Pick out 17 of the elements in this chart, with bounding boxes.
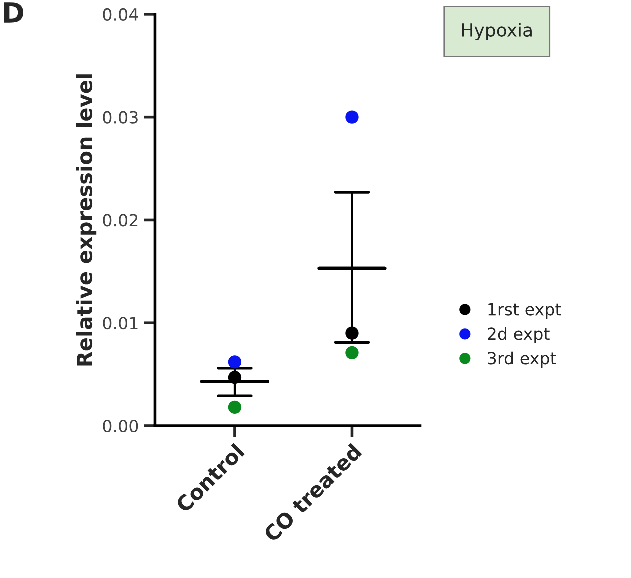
legend-label: 1rst expt <box>488 303 562 320</box>
legend-label: 3rd expt <box>488 352 556 368</box>
y-tick-label: 0.04 <box>103 8 138 22</box>
legend-label: 2d expt <box>488 327 550 344</box>
point <box>346 346 359 360</box>
text: Hypoxia <box>462 23 532 41</box>
point <box>346 326 359 340</box>
point <box>228 400 242 414</box>
y-axis-title: Relative expression level <box>76 74 97 366</box>
y-tick-label: 0.03 <box>103 111 138 124</box>
y-tick-label: 0.01 <box>103 317 138 330</box>
y-tick-label: 0.02 <box>103 214 138 227</box>
point <box>228 356 242 369</box>
y-tick-label: 0.00 <box>103 420 138 433</box>
text: D <box>4 2 24 23</box>
point <box>346 110 359 124</box>
point <box>228 371 242 384</box>
